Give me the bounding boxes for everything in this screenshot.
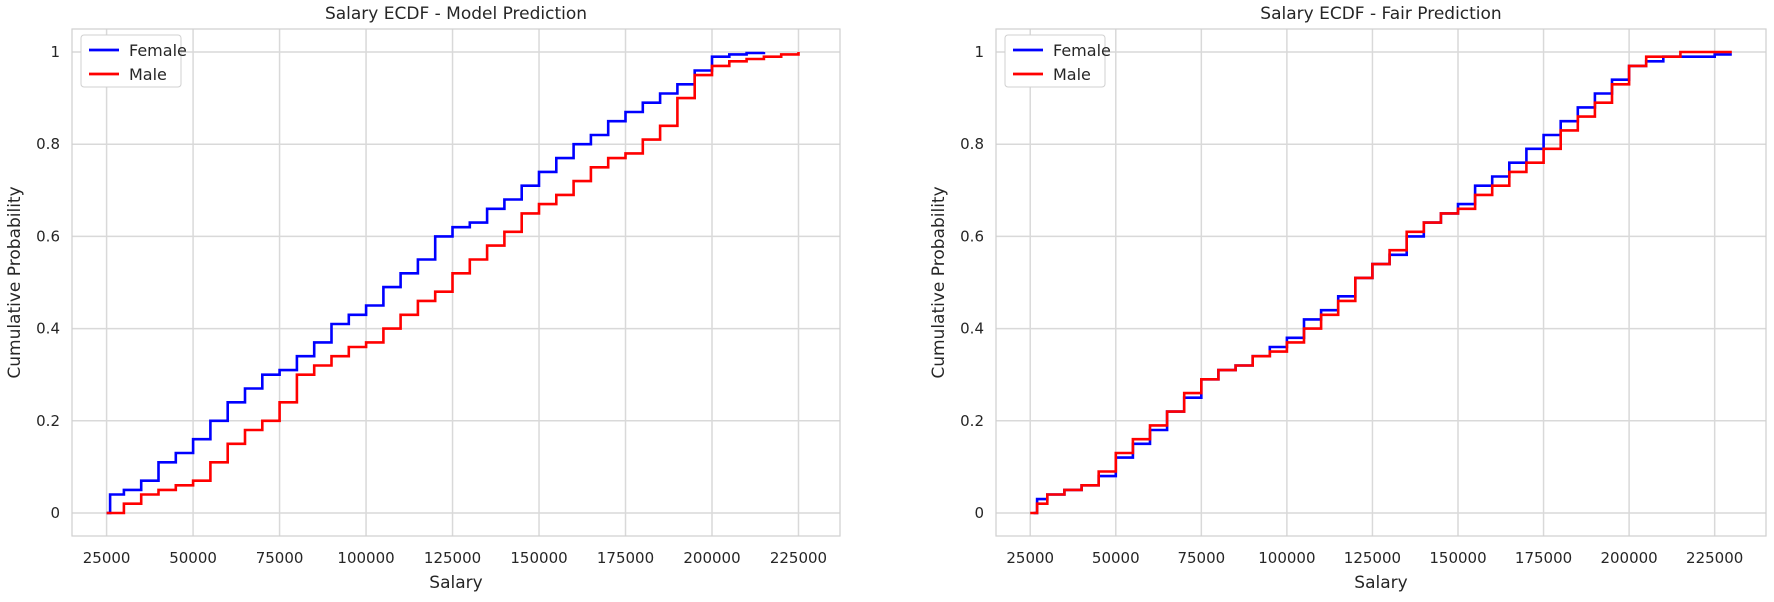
series-line-male xyxy=(1030,50,1732,515)
x-tick-label: 100000 xyxy=(1258,549,1315,567)
x-tick-label: 150000 xyxy=(1429,549,1486,567)
x-tick-label: 25000 xyxy=(1006,549,1054,567)
y-tick-label: 1 xyxy=(50,43,60,61)
x-tick-label: 200000 xyxy=(683,549,740,567)
x-tick-label: 75000 xyxy=(1177,549,1225,567)
series-line-female xyxy=(1033,53,1732,515)
y-tick-label: 0.2 xyxy=(36,412,60,430)
legend-label-male: Male xyxy=(1053,65,1091,84)
chart-panel-2: 25000 50000 75000 100000 125000 150000 175000 2… xyxy=(929,4,1767,593)
series-line-male xyxy=(106,52,800,515)
y-tick-label: 0.4 xyxy=(960,320,984,338)
x-tick-label: 225000 xyxy=(1686,549,1743,567)
y-tick-label: 0.4 xyxy=(36,320,60,338)
x-tick-label: 25000 xyxy=(83,549,131,567)
x-tick-label: 150000 xyxy=(510,549,567,567)
x-tick-label: 225000 xyxy=(770,549,827,567)
x-tick-label: 125000 xyxy=(424,549,481,567)
x-tick-label: 200000 xyxy=(1600,549,1657,567)
plot-area-frame xyxy=(71,28,841,537)
series-line-female xyxy=(106,51,766,515)
x-tick-label: 175000 xyxy=(597,549,654,567)
chart-title: Salary ECDF - Fair Prediction xyxy=(1260,4,1501,24)
y-tick-label: 0.6 xyxy=(960,227,984,245)
x-tick-label: 75000 xyxy=(256,549,304,567)
chart-panel-1: 25000 50000 75000 100000 125000 150000 175000 2… xyxy=(5,4,841,593)
x-tick-label: 50000 xyxy=(169,549,217,567)
legend-label-male: Male xyxy=(129,65,167,84)
y-tick-label: 0.2 xyxy=(960,412,984,430)
y-axis-label: Cumulative Probability xyxy=(5,186,25,378)
y-axis-label: Cumulative Probability xyxy=(929,186,949,378)
x-axis-label: Salary xyxy=(429,573,482,593)
chart-title: Salary ECDF - Model Prediction xyxy=(325,4,587,24)
y-tick-label: 0.8 xyxy=(960,135,984,153)
plot-area-frame xyxy=(995,28,1767,537)
legend-label-female: Female xyxy=(129,41,187,60)
y-tick-label: 1 xyxy=(974,43,984,61)
x-tick-label: 50000 xyxy=(1092,549,1140,567)
y-tick-label: 0 xyxy=(974,504,984,522)
x-tick-label: 100000 xyxy=(337,549,394,567)
x-tick-label: 175000 xyxy=(1515,549,1572,567)
legend-label-female: Female xyxy=(1053,41,1111,60)
y-tick-label: 0 xyxy=(50,504,60,522)
y-tick-label: 0.8 xyxy=(36,135,60,153)
x-tick-label: 125000 xyxy=(1344,549,1401,567)
x-axis-label: Salary xyxy=(1354,573,1407,593)
y-tick-label: 0.6 xyxy=(36,227,60,245)
